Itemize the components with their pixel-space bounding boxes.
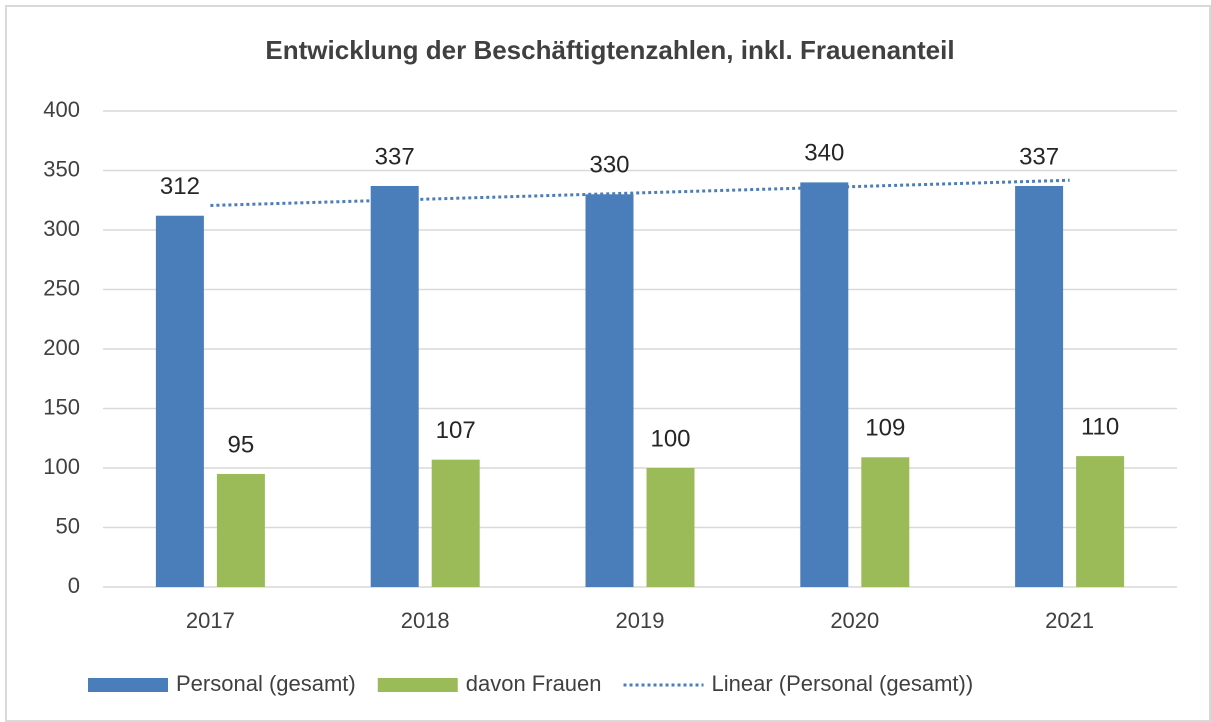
bar (216, 473, 265, 587)
bar (861, 457, 910, 587)
y-tick-label: 350 (43, 156, 80, 181)
data-label: 100 (650, 425, 690, 452)
trendline (210, 178, 1070, 207)
legend-label: davon Frauen (466, 671, 602, 696)
y-tick-label: 50 (56, 513, 80, 538)
data-label: 107 (436, 417, 476, 444)
legend-label: Personal (gesamt) (176, 671, 356, 696)
bar (431, 459, 480, 587)
bar (370, 185, 419, 587)
data-label: 337 (1019, 143, 1059, 170)
x-tick-label: 2018 (401, 608, 450, 633)
bar (1076, 456, 1125, 587)
x-tick-label: 2019 (616, 608, 665, 633)
y-tick-label: 100 (43, 454, 80, 479)
data-label: 340 (804, 140, 844, 167)
bar (1015, 185, 1064, 587)
data-label: 312 (160, 173, 200, 200)
x-tick-label: 2021 (1045, 608, 1094, 633)
bar (155, 215, 204, 587)
y-tick-label: 200 (43, 335, 80, 360)
y-tick-label: 0 (68, 573, 80, 598)
data-label: 95 (228, 431, 255, 458)
y-tick-label: 250 (43, 275, 80, 300)
legend-swatch (88, 678, 168, 692)
y-tick-label: 300 (43, 216, 80, 241)
x-tick-label: 2020 (830, 608, 879, 633)
bar (646, 468, 695, 587)
legend-label: Linear (Personal (gesamt)) (712, 671, 974, 696)
x-tick-label: 2017 (186, 608, 235, 633)
bar (585, 194, 634, 588)
bar (800, 182, 849, 587)
data-label: 110 (1081, 413, 1119, 440)
legend-swatch (377, 678, 458, 692)
y-tick-label: 150 (43, 394, 80, 419)
data-label: 330 (589, 152, 629, 179)
y-tick-label: 400 (43, 97, 80, 122)
chart-title: Entwicklung der Beschäftigtenzahlen, ink… (265, 35, 954, 65)
data-label: 109 (865, 415, 905, 442)
data-label: 337 (375, 143, 415, 170)
